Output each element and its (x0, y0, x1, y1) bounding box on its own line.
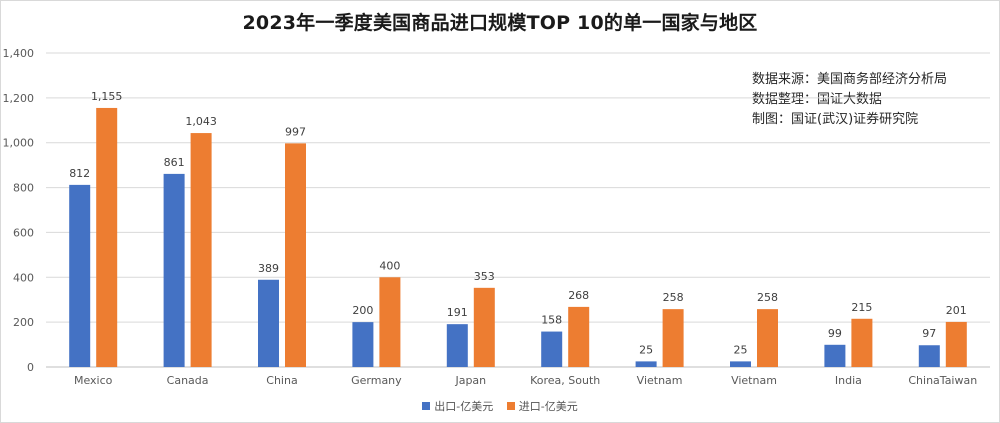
data-label-export: 99 (828, 327, 842, 340)
data-label-import: 1,155 (91, 90, 123, 103)
bar-export (352, 322, 374, 367)
x-category-label: Japan (454, 374, 486, 387)
bar-export (635, 361, 657, 367)
data-label-import: 215 (851, 301, 872, 314)
legend-item-export: 出口-亿美元 (422, 398, 493, 414)
x-category-label: Vietnam (731, 374, 777, 387)
y-tick-label: 800 (13, 182, 34, 195)
bar-export (824, 344, 846, 367)
data-label-export: 812 (69, 167, 90, 180)
author-line: 制图：国证(武汉)证券研究院 (752, 112, 919, 127)
y-tick-label: 1,000 (3, 137, 35, 150)
bar-import (662, 309, 684, 367)
data-label-export: 861 (164, 156, 185, 169)
data-label-import: 400 (379, 259, 400, 272)
source-note: 数据来源：美国商务部经济分析局 数据整理：国证大数据 制图：国证(武汉)证券研究… (752, 70, 947, 130)
bar-export (446, 324, 468, 367)
x-category-label: Vietnam (637, 374, 683, 387)
y-tick-label: 1,200 (3, 92, 35, 105)
bar-import (851, 318, 873, 367)
y-tick-label: 0 (27, 361, 34, 374)
bar-import (285, 143, 306, 367)
bar-export (730, 361, 751, 367)
bar-import (945, 321, 967, 367)
x-category-label: Canada (167, 374, 209, 387)
chart-title: 2023年一季度美国商品进口规模TOP 10的单一国家与地区 (242, 12, 758, 34)
bar-export (918, 345, 940, 367)
data-label-import: 353 (474, 270, 495, 283)
bar-import (190, 133, 212, 367)
organizer-line: 数据整理：国证大数据 (752, 92, 883, 107)
legend-swatch-import (506, 402, 515, 410)
bar-export (163, 173, 185, 367)
bar-export (258, 279, 279, 367)
data-label-export: 97 (922, 327, 936, 340)
bar-import (568, 306, 590, 367)
bar-export (69, 184, 91, 367)
bar-import (96, 107, 118, 367)
x-category-label: Korea, South (530, 374, 600, 387)
x-category-label: China (266, 374, 297, 387)
y-tick-label: 600 (13, 226, 34, 239)
data-label-export: 389 (258, 262, 279, 275)
legend-label-import: 进口-亿美元 (518, 400, 578, 413)
x-category-label: Mexico (74, 374, 113, 387)
data-label-export: 25 (639, 343, 653, 356)
data-label-import: 268 (568, 289, 589, 302)
chart-legend: 出口-亿美元 进口-亿美元 (0, 398, 1000, 414)
data-label-export: 191 (447, 306, 468, 319)
x-category-label: ChinaTaiwan (908, 374, 977, 387)
data-label-import: 201 (946, 304, 967, 317)
data-label-export: 158 (541, 314, 562, 327)
y-tick-label: 200 (13, 316, 34, 329)
legend-label-export: 出口-亿美元 (434, 400, 494, 413)
data-label-import: 997 (285, 125, 306, 138)
legend-swatch-export (422, 402, 431, 410)
bar-import (379, 277, 401, 367)
x-category-label: India (835, 374, 862, 387)
bar-import (473, 287, 495, 367)
data-label-import: 258 (663, 291, 684, 304)
y-tick-label: 1,400 (3, 47, 35, 60)
bar-export (541, 331, 563, 367)
data-label-import: 1,043 (185, 115, 217, 128)
x-category-label: Germany (351, 374, 402, 387)
bar-import (757, 309, 778, 367)
y-tick-label: 400 (13, 271, 34, 284)
legend-item-import: 进口-亿美元 (506, 398, 578, 414)
data-label-export: 200 (352, 304, 373, 317)
source-line: 数据来源：美国商务部经济分析局 (752, 72, 948, 87)
data-label-import: 258 (757, 291, 778, 304)
data-label-export: 25 (734, 343, 748, 356)
